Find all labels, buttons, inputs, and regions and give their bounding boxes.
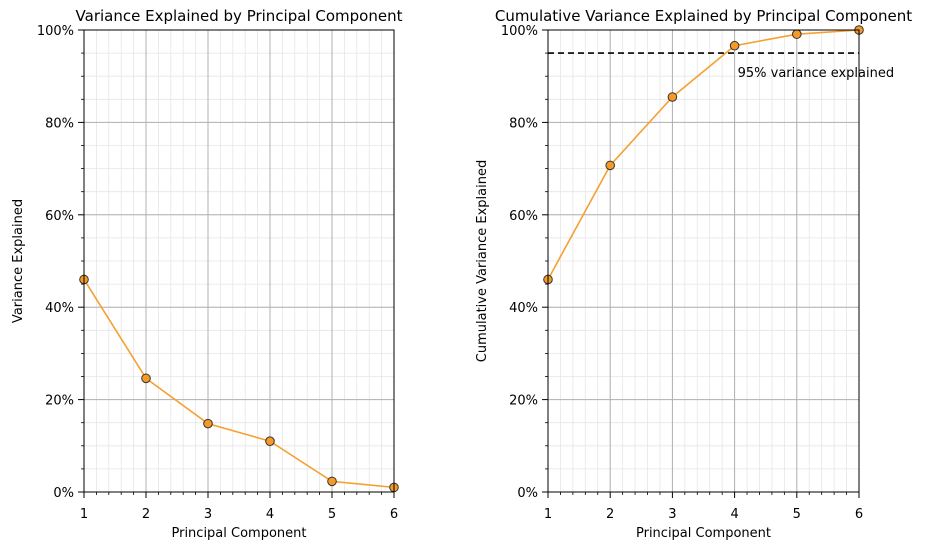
variance-series-line xyxy=(83,279,395,489)
x-axis-label: Principal Component xyxy=(636,526,771,541)
y-tick-label: 80% xyxy=(45,116,74,131)
y-tick-label: 20% xyxy=(45,394,74,409)
data-point xyxy=(667,92,678,102)
y-tick-label: 100% xyxy=(501,24,538,39)
x-axis-label: Principal Component xyxy=(171,526,306,541)
x-tick-label: 4 xyxy=(266,507,274,522)
data-point xyxy=(605,160,616,171)
x-tick-label: 2 xyxy=(142,507,150,522)
x-tick-label: 3 xyxy=(668,507,676,522)
y-tick-label: 60% xyxy=(509,209,538,224)
y-axis-label: Variance Explained xyxy=(11,199,26,323)
data-point xyxy=(327,476,337,487)
y-tick-label: 60% xyxy=(45,209,74,224)
data-point xyxy=(792,29,802,39)
y-tick-label: 0% xyxy=(517,486,538,501)
x-tick-label: 2 xyxy=(606,507,614,522)
x-tick-label: 1 xyxy=(544,507,552,522)
x-tick-label: 3 xyxy=(204,507,212,522)
minor-grid xyxy=(83,29,395,493)
minor-grid xyxy=(547,29,860,493)
x-tick-label: 5 xyxy=(328,507,336,522)
data-point xyxy=(141,373,151,384)
chart-title: Cumulative Variance Explained by Princip… xyxy=(495,7,912,25)
y-tick-label: 40% xyxy=(45,301,74,316)
x-tick-label: 1 xyxy=(80,507,88,522)
cumulative-series-line xyxy=(547,29,860,280)
data-point xyxy=(265,436,275,446)
y-tick-label: 100% xyxy=(37,24,74,39)
x-tick-label: 4 xyxy=(730,507,738,522)
chart-title: Variance Explained by Principal Componen… xyxy=(76,7,403,25)
axis-ticks: 1 2 3 4 5 60%20%40%60%80%100% xyxy=(501,24,863,522)
cumulative-data-points xyxy=(543,25,864,285)
data-point xyxy=(203,418,213,429)
y-tick-label: 80% xyxy=(509,116,538,131)
annotations: 95% variance explained xyxy=(548,52,895,81)
x-tick-label: 5 xyxy=(793,507,801,522)
axis-ticks: 1 2 3 4 5 60%20%40%60%80%100% xyxy=(37,24,398,522)
x-tick-label: 6 xyxy=(390,507,398,522)
cumulative-variance-chart: 95% variance explained 1 2 3 4 5 60%20%40%60%… xyxy=(475,7,912,541)
threshold-label: 95% variance explained xyxy=(738,66,895,81)
y-axis-label: Cumulative Variance Explained xyxy=(475,160,490,362)
y-tick-label: 20% xyxy=(509,394,538,409)
y-tick-label: 40% xyxy=(509,301,538,316)
x-tick-label: 6 xyxy=(855,507,863,522)
y-tick-label: 0% xyxy=(53,486,74,501)
data-point xyxy=(729,40,740,51)
variance-chart: 1 2 3 4 5 60%20%40%60%80%100% Variance Explai… xyxy=(11,7,403,541)
